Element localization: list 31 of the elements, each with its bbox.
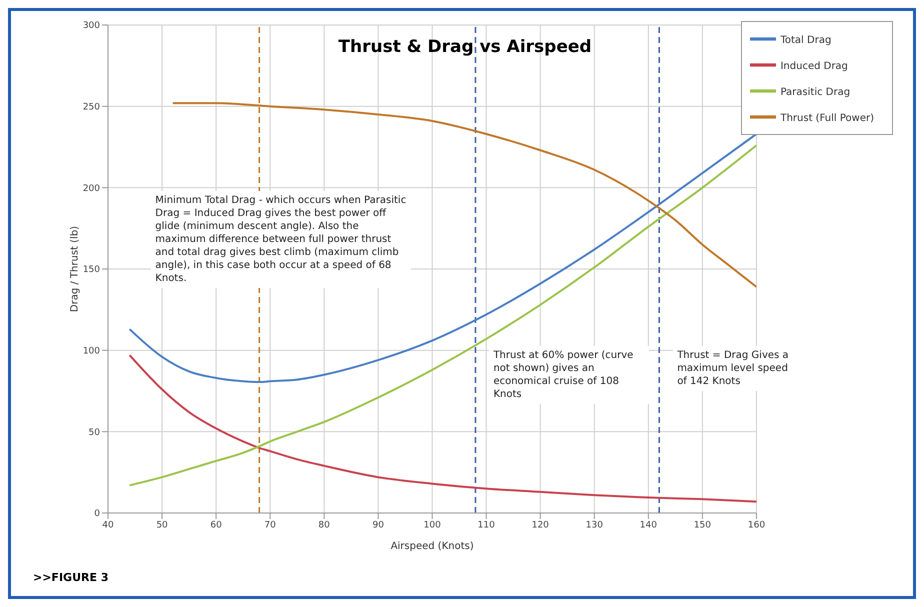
y-tick-label: 150 bbox=[82, 265, 100, 276]
y-tick-label: 300 bbox=[82, 21, 100, 32]
x-tick-label: 160 bbox=[748, 520, 766, 530]
x-tick-label: 60 bbox=[210, 520, 222, 530]
x-tick-label: 110 bbox=[478, 520, 496, 530]
x-tick-label: 50 bbox=[156, 520, 168, 530]
y-tick-label: 200 bbox=[82, 184, 100, 194]
y-axis-title: Drag / Thrust (lb) bbox=[70, 226, 81, 312]
x-tick-label: 140 bbox=[640, 520, 658, 530]
y-tick-label: 0 bbox=[94, 509, 100, 520]
x-tick-label: 80 bbox=[318, 520, 330, 530]
x-axis-title: Airspeed (Knots) bbox=[390, 541, 474, 552]
x-tick-label: 40 bbox=[102, 520, 114, 530]
ref-line-label: Thrust at 60% power (curve not shown) gives an economical cruise of 108 Knots bbox=[489, 346, 650, 404]
y-tick-label: 50 bbox=[88, 428, 100, 438]
ref-line-label: Minimum Total Drag - which occurs when Parasitic Drag = Induced Drag gives the best power off glide (minimum descent angle). Also the maximum difference between full power thrust and total drag gives best climb (maximum climb angle), in this case both occur at a speed of 68 Knots. bbox=[151, 191, 412, 288]
x-tick-label: 130 bbox=[586, 520, 604, 530]
text: Thrust & Drag vs Airspeed bbox=[338, 37, 592, 57]
legend-label: Total Drag bbox=[780, 35, 832, 46]
x-tick-label: 100 bbox=[424, 520, 442, 530]
text: >>FIGURE 3 bbox=[33, 571, 108, 584]
x-tick-label: 90 bbox=[372, 520, 384, 530]
legend-label: Induced Drag bbox=[780, 61, 848, 72]
ref-line-label: Thrust = Drag Gives a maximum level speed of 142 Knots bbox=[673, 346, 804, 391]
x-tick-label: 70 bbox=[264, 520, 276, 530]
x-tick-label: 150 bbox=[694, 520, 712, 530]
x-tick-label: 120 bbox=[532, 520, 550, 530]
y-tick-label: 250 bbox=[82, 102, 100, 113]
y-tick-label: 100 bbox=[82, 346, 100, 357]
legend-label: Parasitic Drag bbox=[780, 87, 850, 98]
legend-label: Thrust (Full Power) bbox=[780, 113, 874, 124]
